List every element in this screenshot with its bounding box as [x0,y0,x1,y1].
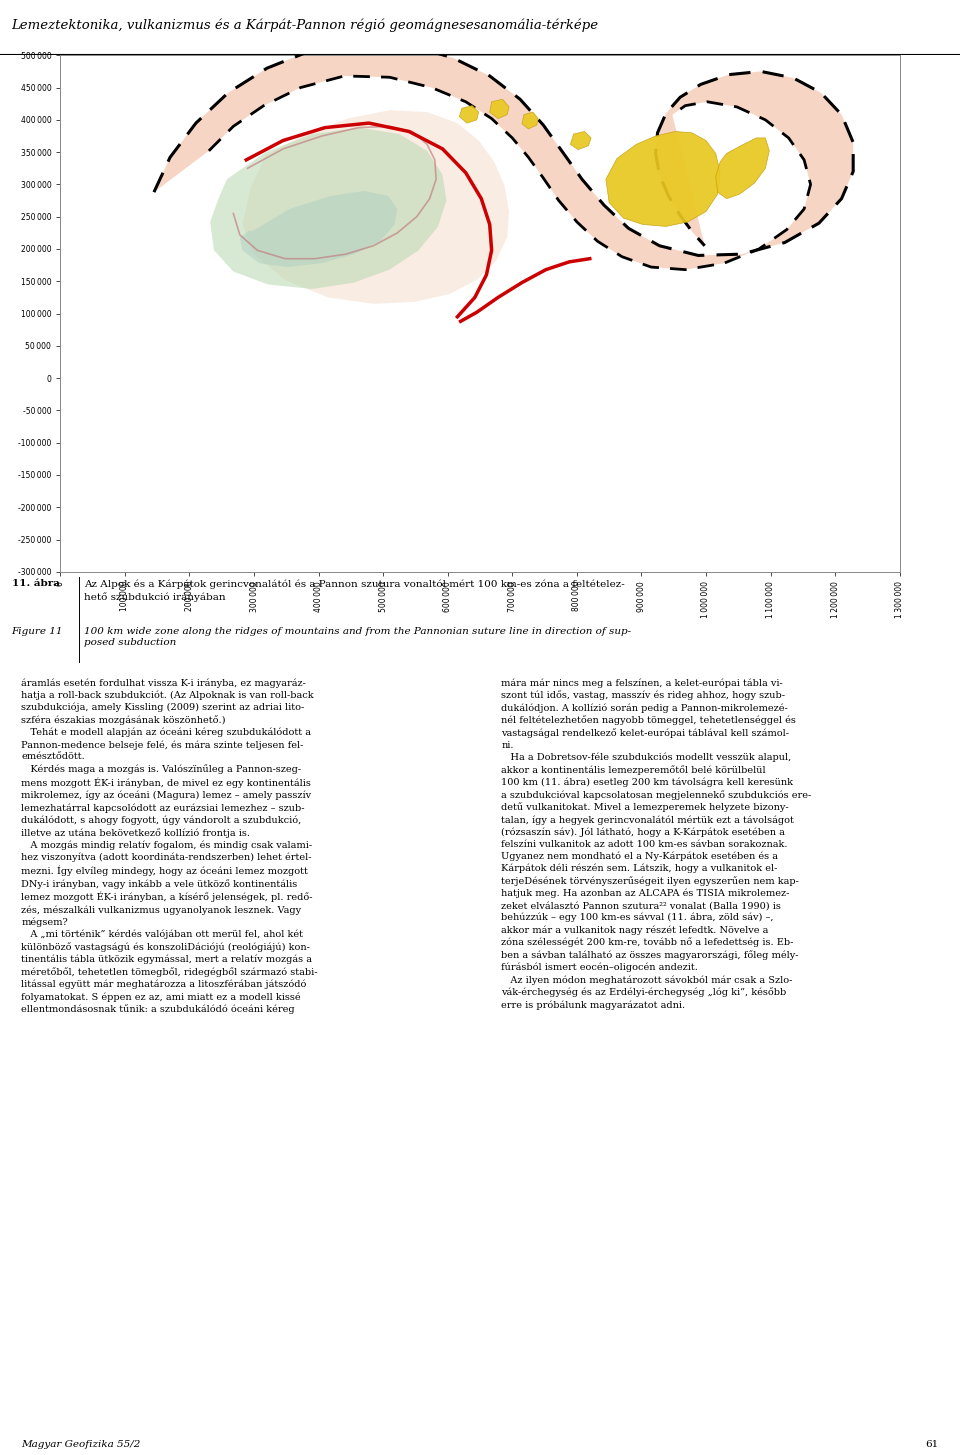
Polygon shape [459,106,479,124]
Text: Figure 11: Figure 11 [12,627,63,636]
Text: áramlás esetén fordulhat vissza K-i irányba, ez magyaráz-
hatja a roll-back szub: áramlás esetén fordulhat vissza K-i irán… [21,678,318,1014]
Text: Magyar Geofizika 55/2: Magyar Geofizika 55/2 [21,1439,140,1449]
Polygon shape [210,128,446,290]
Polygon shape [490,99,509,118]
Polygon shape [522,112,539,129]
Text: 61: 61 [925,1439,939,1449]
Polygon shape [154,41,853,269]
Text: 100 km wide zone along the ridges of mountains and from the Pannonian suture lin: 100 km wide zone along the ridges of mou… [84,627,632,647]
Polygon shape [715,138,769,199]
Text: Lemeztektonika, vulkanizmus és a Kárpát-Pannon régió geomágnesesanomália-térképe: Lemeztektonika, vulkanizmus és a Kárpát-… [12,17,599,32]
Polygon shape [242,111,509,304]
Polygon shape [606,131,720,227]
Text: mára már nincs meg a felszínen, a kelet-európai tábla vi-
szont túl idős, vastag: mára már nincs meg a felszínen, a kelet-… [501,678,811,1010]
Polygon shape [240,191,397,268]
Text: 11. ábra: 11. ábra [12,579,60,588]
Text: Az Alpok és a Kárpátok gerincvonalától és a Pannon szutura vonaltól mért 100 km-: Az Alpok és a Kárpátok gerincvonalától é… [84,579,625,602]
Polygon shape [570,131,591,150]
